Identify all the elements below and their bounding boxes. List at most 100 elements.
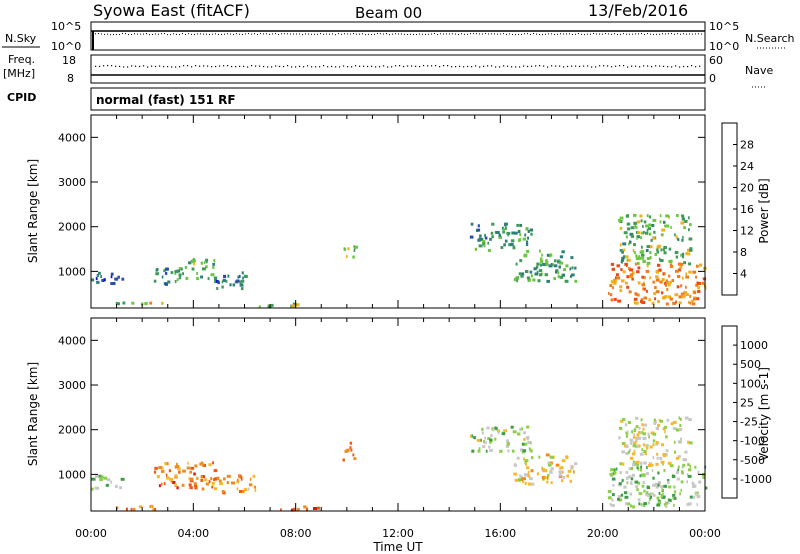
velocity-echo-cell	[626, 430, 629, 434]
velocity-echo-cell	[510, 425, 514, 429]
nsearch-point	[491, 33, 492, 35]
velocity-echo-cell	[569, 479, 572, 483]
nave-point	[315, 66, 317, 68]
velocity-echo-cell	[651, 463, 654, 467]
power-echo-cell	[293, 304, 297, 308]
nsearch-point	[344, 33, 345, 35]
power-echo-cell	[206, 260, 208, 264]
power-echo-cell	[565, 264, 569, 268]
nsearch-point	[689, 33, 690, 35]
nsearch-point	[191, 33, 192, 35]
power-echo-cell	[504, 239, 508, 243]
power-echo-cell	[681, 252, 685, 256]
velocity-echo-cell	[489, 438, 493, 442]
velocity-echo-cell	[482, 445, 486, 449]
nave-point	[343, 65, 345, 67]
power-echo-cell	[96, 280, 100, 284]
nsearch-point	[146, 33, 147, 35]
power-echo-cell	[546, 279, 550, 283]
power-echo-cell	[110, 282, 113, 285]
velocity-echo-cell	[316, 506, 321, 510]
power-echo-cell	[525, 243, 529, 246]
velocity-echo-cell	[506, 439, 509, 443]
nave-point	[551, 65, 553, 67]
velocity-echo-cell	[349, 441, 353, 445]
nsearch-label: N.Search	[745, 32, 795, 45]
power-echo-cell	[562, 273, 565, 277]
velocity-echo-cell	[619, 471, 622, 475]
power-echo-cell	[619, 289, 623, 293]
velocity-echo-cell	[219, 482, 223, 486]
nsearch-point	[377, 33, 378, 35]
velocity-echo-cell	[657, 471, 660, 475]
velocity-echo-cell	[694, 484, 697, 488]
velocity-echo-cell	[697, 470, 700, 474]
velocity-echo-cell	[640, 431, 644, 435]
power-echo-cell	[667, 295, 672, 299]
nave-point	[455, 66, 457, 68]
nsearch-point	[434, 33, 435, 35]
nsearch-point	[464, 33, 465, 35]
nave-point	[363, 65, 365, 67]
nsearch-point	[311, 33, 312, 35]
nave-point	[471, 66, 473, 68]
power-echo-cell	[516, 276, 519, 279]
nsearch-point	[254, 33, 255, 35]
velocity-echo-cell	[226, 474, 231, 478]
velocity-echo-cell	[201, 487, 205, 491]
power-echo-cell	[237, 275, 240, 279]
velocity-echo-cell	[631, 473, 636, 477]
velocity-echo-cell	[208, 480, 211, 484]
power-echo-cell	[530, 274, 533, 278]
nsearch-point	[212, 33, 213, 35]
power-echo-cell	[610, 262, 615, 266]
velocity-echo-cell	[702, 476, 706, 479]
nave-point	[203, 65, 205, 67]
nsearch-point	[143, 33, 144, 35]
power-echo-cell	[503, 243, 506, 247]
velocity-echo-cell	[189, 470, 193, 474]
nsearch-point	[524, 33, 525, 35]
nsearch-point	[692, 33, 693, 35]
velocity-echo-cell	[652, 483, 656, 487]
power-echo-cell	[640, 253, 645, 257]
velocity-echo-cell	[349, 446, 352, 450]
power-echo-cell	[618, 218, 622, 222]
velocity-echo-cell	[100, 475, 104, 479]
power-echo-cell	[526, 276, 530, 280]
power-echo-cell	[665, 214, 670, 218]
velocity-echo-cell	[695, 492, 698, 496]
power-echo-cell	[487, 249, 491, 252]
nsearch-point	[320, 33, 321, 35]
velocity-echo-cell	[665, 435, 668, 439]
velocity-echo-cell	[657, 483, 660, 487]
power-echo-cell	[629, 232, 634, 236]
power-echo-cell	[511, 231, 516, 235]
nsearch-point	[203, 33, 204, 35]
power-echo-cell	[496, 231, 500, 234]
velocity-echo-cell	[638, 426, 641, 430]
nave-point	[379, 66, 381, 68]
power-echo-cell	[676, 237, 679, 241]
velocity-echo-cell	[647, 494, 650, 498]
nave-point	[647, 65, 649, 67]
velocity-echo-cell	[561, 459, 566, 463]
velocity-echo-cell	[249, 477, 252, 481]
nave-point	[279, 65, 281, 68]
power-echo-cell	[675, 235, 678, 239]
velocity-echo-cell	[656, 503, 661, 507]
velocity-echo-cell	[505, 444, 509, 448]
power-echo-cell	[110, 275, 113, 279]
power-echo-cell	[529, 270, 533, 274]
nsearch-point	[581, 33, 582, 35]
freq-strip: Freq. [MHz] 18 8 60 0 Nave	[3, 53, 773, 88]
power-echo-cell	[687, 248, 691, 252]
velocity-echo-cell	[239, 490, 242, 493]
power-echo-cell	[161, 301, 164, 305]
velocity-panel: 1000 2000 3000 4000 Slant Range [km] 1000 50…	[26, 317, 772, 512]
velocity-echo-cell	[236, 487, 239, 491]
power-echo-cell	[641, 245, 643, 249]
power-echo-cell	[633, 297, 638, 301]
velocity-echo-cell	[618, 436, 621, 440]
velocity-echo-cell	[214, 477, 218, 481]
